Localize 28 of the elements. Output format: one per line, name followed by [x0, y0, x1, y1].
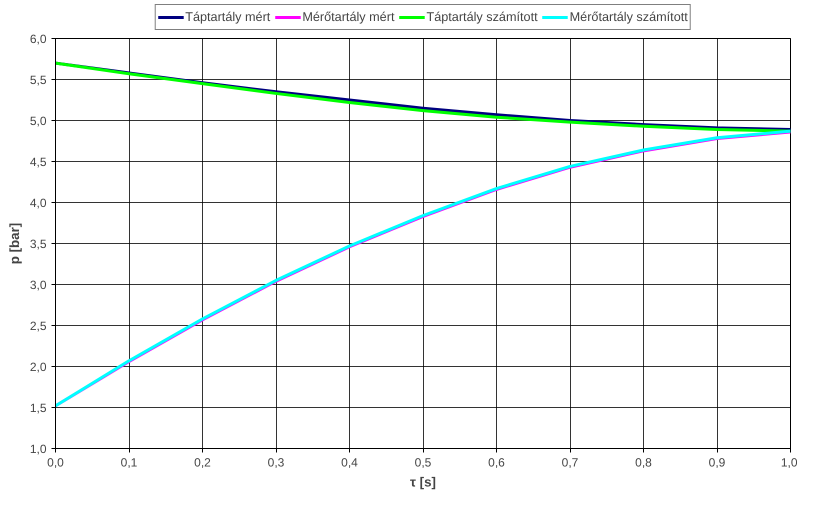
y-tick-label: 1,0 — [30, 442, 47, 456]
y-tick-label: 2,0 — [30, 360, 47, 374]
legend-label: Mérőtartály mért — [302, 10, 394, 24]
x-tick-label: 0,5 — [414, 456, 432, 470]
x-tick-label: 0,1 — [120, 456, 138, 470]
y-tick-label: 3,5 — [30, 237, 47, 251]
y-tick-label: 4,0 — [30, 196, 47, 210]
x-tick-label: 0,9 — [708, 456, 726, 470]
y-tick-label: 2,5 — [30, 319, 47, 333]
x-tick-label: 0,0 — [47, 456, 64, 470]
x-tick-label: 1,0 — [780, 456, 798, 470]
x-tick-label: 0,2 — [194, 456, 212, 470]
x-tick-label: 0,7 — [562, 456, 579, 470]
x-tick-label: 0,4 — [341, 456, 358, 470]
legend-label: Táptartály számított — [426, 10, 538, 24]
y-tick-label: 5,0 — [30, 114, 47, 128]
y-tick-label: 5,5 — [30, 73, 47, 87]
x-axis-title: τ [s] — [410, 474, 436, 490]
x-tick-label: 0,3 — [268, 456, 285, 470]
y-tick-label: 3,0 — [30, 278, 47, 292]
x-tick-label: 0,8 — [635, 456, 652, 470]
legend-label: Táptartály mért — [185, 10, 270, 24]
y-tick-label: 1,5 — [30, 401, 47, 415]
legend-label: Mérőtartály számított — [570, 10, 688, 24]
y-tick-label: 6,0 — [30, 32, 47, 46]
x-tick-label: 0,6 — [488, 456, 506, 470]
y-tick-label: 4,5 — [30, 155, 47, 169]
y-axis-title: p [bar] — [6, 222, 22, 264]
